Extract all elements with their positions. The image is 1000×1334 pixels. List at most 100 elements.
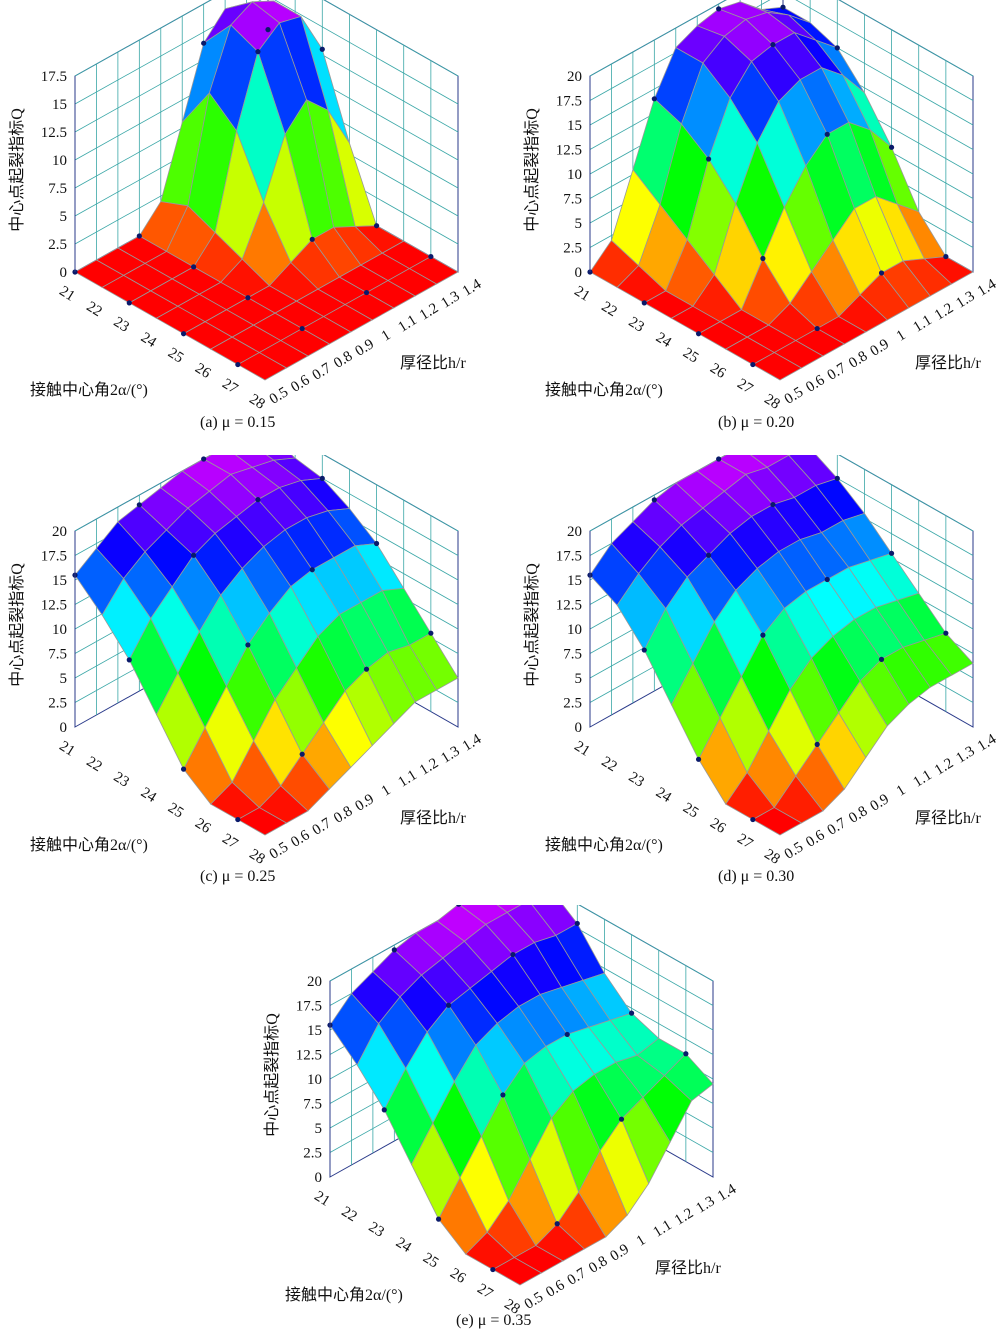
x-tick-label: 24 xyxy=(138,330,160,352)
data-point xyxy=(618,1116,625,1122)
y-tick-label: 1.4 xyxy=(975,731,1000,755)
x-tick-label: 27 xyxy=(734,831,756,853)
x-tick-label: 28 xyxy=(761,391,782,413)
data-point xyxy=(490,1266,496,1273)
x-tick-label: 22 xyxy=(84,299,105,321)
x-tick-label: 21 xyxy=(56,738,77,760)
x-tick-label: 28 xyxy=(761,846,782,868)
z-tick-label: 12.5 xyxy=(556,143,582,159)
x-axis-title: 接触中心角2α/(°) xyxy=(30,381,148,399)
data-point xyxy=(363,289,370,296)
y-tick-label: 0.7 xyxy=(825,360,850,384)
data-point xyxy=(943,630,949,636)
z-tick-label: 0 xyxy=(60,720,68,736)
panel-b: 0 2.5 5 7.5 10 12.5 15 17.5 20 21 22 23 24 25 26 27 28 0.… xyxy=(515,0,1000,440)
z-tick-label: 12.5 xyxy=(296,1048,322,1064)
y-tick-label: 0.5 xyxy=(267,839,291,863)
data-point xyxy=(428,630,434,636)
data-point xyxy=(770,42,776,48)
x-tick-label: 26 xyxy=(707,815,729,837)
x-tick-label: 25 xyxy=(165,800,186,822)
y-tick-label: 1.1 xyxy=(395,312,419,336)
z-tick-label: 17.5 xyxy=(556,94,582,110)
y-tick-label: 1.3 xyxy=(438,288,462,312)
y-axis-title: 厚径比h/r xyxy=(400,809,466,827)
data-point xyxy=(428,253,434,260)
data-point xyxy=(716,6,722,12)
data-point xyxy=(651,96,657,102)
caption-c: (c) μ = 0.25 xyxy=(200,868,276,885)
caption-a: (a) μ = 0.15 xyxy=(200,414,276,431)
z-tick-label: 7.5 xyxy=(303,1097,322,1113)
y-tick-label: 0.7 xyxy=(565,1265,590,1289)
data-point xyxy=(255,49,261,55)
z-axis-title: 中心点起裂指标Q xyxy=(523,108,541,232)
z-tick-label: 12.5 xyxy=(41,598,67,614)
y-tick-label: 0.7 xyxy=(310,815,335,839)
data-point xyxy=(628,1010,635,1016)
z-tick-label: 7.5 xyxy=(563,647,582,663)
data-point xyxy=(564,1031,570,1038)
surface xyxy=(329,905,714,1286)
x-tick-label: 27 xyxy=(219,831,241,853)
panel-d: 0 2.5 5 7.5 10 12.5 15 17.5 20 21 22 23 24 25 26 27 28 0.… xyxy=(515,455,1000,895)
data-point xyxy=(554,1221,560,1227)
x-tick-label: 23 xyxy=(366,1219,387,1241)
data-point xyxy=(126,300,132,306)
x-tick-label: 23 xyxy=(626,769,647,791)
data-point xyxy=(943,253,949,260)
data-point xyxy=(814,741,820,747)
z-axis-title: 中心点起裂指标Q xyxy=(8,108,26,232)
data-point xyxy=(435,1216,442,1222)
x-tick-label: 26 xyxy=(707,360,729,382)
data-point xyxy=(641,300,647,306)
x-tick-label: 27 xyxy=(219,376,241,398)
z-axis-title: 中心点起裂指标Q xyxy=(263,1013,281,1137)
x-tick-label: 24 xyxy=(653,330,675,352)
x-tick-label: 25 xyxy=(165,345,186,367)
data-point xyxy=(814,325,820,332)
x-axis-title: 接触中心角2α/(°) xyxy=(545,381,663,399)
data-point xyxy=(235,361,241,368)
surface xyxy=(74,455,459,836)
y-tick-label: 0.8 xyxy=(586,1253,610,1277)
x-tick-label: 24 xyxy=(393,1235,415,1257)
data-point xyxy=(574,920,580,927)
x-tick-label: 25 xyxy=(680,345,701,367)
data-point xyxy=(180,331,187,337)
x-tick-label: 28 xyxy=(246,391,267,413)
x-tick-label: 27 xyxy=(734,376,756,398)
y-tick-label: 1.1 xyxy=(395,767,419,791)
data-point xyxy=(126,657,132,663)
y-tick-label: 1.4 xyxy=(715,1181,740,1205)
data-point xyxy=(391,947,397,953)
y-tick-label: 0.5 xyxy=(782,839,806,863)
x-tick-label: 28 xyxy=(501,1296,522,1318)
y-tick-label: 0.6 xyxy=(288,372,313,396)
z-tick-label: 10 xyxy=(52,622,67,638)
data-point xyxy=(136,502,142,508)
x-tick-label: 24 xyxy=(653,785,675,807)
z-tick-label: 2.5 xyxy=(563,696,582,712)
x-tick-label: 21 xyxy=(571,283,592,305)
y-tick-label: 0.8 xyxy=(331,348,355,372)
data-point xyxy=(363,666,370,672)
z-tick-label: 15 xyxy=(307,1023,322,1039)
z-tick-label: 7.5 xyxy=(48,647,67,663)
data-point xyxy=(651,497,657,503)
y-tick-label: 1.3 xyxy=(438,743,462,767)
y-tick-label: 1 xyxy=(634,1232,649,1250)
data-point xyxy=(245,642,251,648)
z-tick-label: 12.5 xyxy=(556,598,582,614)
y-tick-label: 1.4 xyxy=(975,276,1000,300)
data-point xyxy=(878,656,885,662)
surface xyxy=(74,0,459,381)
y-tick-label: 0.5 xyxy=(522,1289,546,1313)
x-tick-label: 24 xyxy=(138,785,160,807)
z-tick-label: 17.5 xyxy=(41,549,67,565)
z-tick-label: 10 xyxy=(567,622,582,638)
y-tick-label: 1.2 xyxy=(417,755,441,779)
y-tick-label: 0.8 xyxy=(331,803,355,827)
